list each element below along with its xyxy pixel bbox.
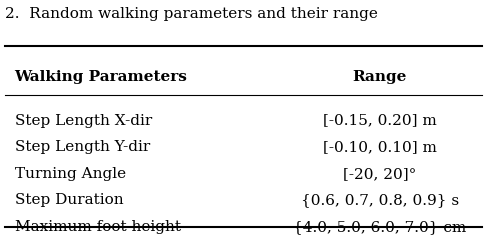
Text: Step Length Y-dir: Step Length Y-dir xyxy=(15,140,150,154)
Text: [-0.15, 0.20] m: [-0.15, 0.20] m xyxy=(323,114,437,128)
Text: 2.  Random walking parameters and their range: 2. Random walking parameters and their r… xyxy=(5,7,378,21)
Text: Step Length X-dir: Step Length X-dir xyxy=(15,114,152,128)
Text: [-20, 20]°: [-20, 20]° xyxy=(343,167,416,181)
Text: Walking Parameters: Walking Parameters xyxy=(15,70,188,84)
Text: Maximum foot height: Maximum foot height xyxy=(15,220,181,234)
Text: Step Duration: Step Duration xyxy=(15,194,123,207)
Text: Turning Angle: Turning Angle xyxy=(15,167,126,181)
Text: Range: Range xyxy=(353,70,407,84)
Text: {0.6, 0.7, 0.8, 0.9} s: {0.6, 0.7, 0.8, 0.9} s xyxy=(301,194,459,207)
Text: [-0.10, 0.10] m: [-0.10, 0.10] m xyxy=(323,140,437,154)
Text: {4.0, 5.0, 6.0, 7.0} cm: {4.0, 5.0, 6.0, 7.0} cm xyxy=(293,220,466,234)
